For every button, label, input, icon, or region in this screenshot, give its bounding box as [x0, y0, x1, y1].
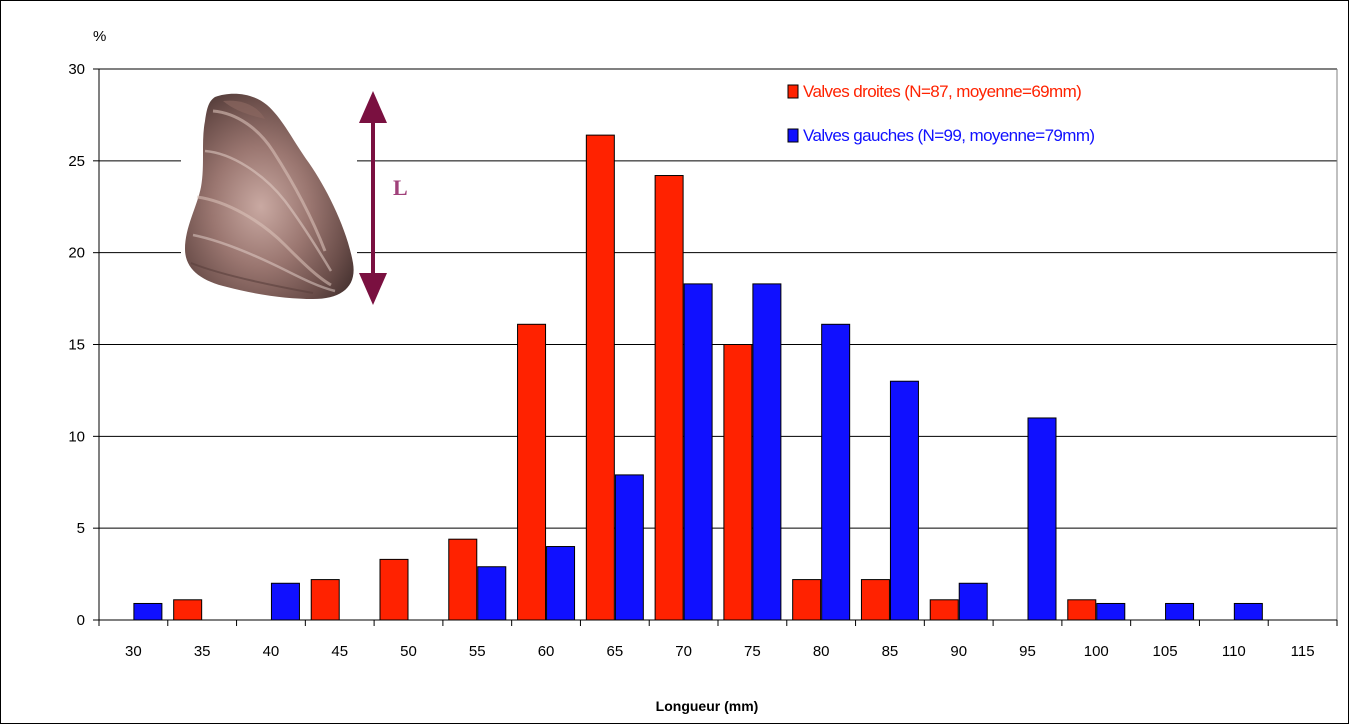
x-tick-label-40: 40 [263, 643, 280, 660]
x-tick-label-100: 100 [1084, 643, 1109, 660]
y-tick-label-10: 10 [68, 428, 85, 445]
y-tick-label-15: 15 [68, 337, 85, 354]
axes-layer: 0 5 10 15 20 25 30 30 35 40 45 50 55 60 65 70 75 80 85 90 95… [68, 61, 1338, 660]
x-tick-label-85: 85 [882, 643, 899, 660]
bar-droites-60 [517, 323, 547, 621]
length-label: L [393, 175, 408, 200]
x-tick-label-105: 105 [1153, 643, 1178, 660]
bar-droites-80 [792, 579, 822, 621]
bar-gauches-40 [270, 582, 300, 621]
length-arrow [359, 91, 387, 305]
x-axis-title: Longueur (mm) [656, 698, 759, 714]
bar-gauches-105 [1165, 602, 1195, 621]
y-tick-label-25: 25 [68, 153, 85, 170]
bar-gauches-85 [889, 380, 919, 621]
x-tick-label-65: 65 [606, 643, 623, 660]
length-arrow-head-top [359, 91, 387, 123]
bar-droites-50 [379, 558, 409, 621]
bar-droites-90 [929, 599, 959, 621]
x-tick-label-55: 55 [469, 643, 486, 660]
x-tick-label-110: 110 [1222, 643, 1246, 660]
bar-gauches-95 [1027, 417, 1057, 621]
bar-droites-70 [654, 175, 684, 621]
x-tick-label-90: 90 [950, 643, 967, 660]
bar-gauches-110 [1233, 602, 1263, 621]
bar-droites-75 [723, 344, 753, 621]
bar-droites-55 [448, 538, 478, 621]
x-tick-label-95: 95 [1019, 643, 1036, 660]
legend-swatch-valves-droites [787, 84, 799, 99]
x-tick-label-75: 75 [744, 643, 761, 660]
bar-gauches-75 [752, 283, 782, 621]
x-tick-label-35: 35 [194, 643, 211, 660]
bar-gauches-30 [133, 602, 163, 621]
legend-swatch-valves-gauches [787, 128, 799, 143]
y-tick-label-30: 30 [68, 61, 85, 78]
legend: Valves droites (N=87, moyenne=69mm) Valv… [787, 82, 1095, 145]
x-tick-label-50: 50 [400, 643, 417, 660]
y-tick-label-5: 5 [77, 520, 85, 537]
x-tick-label-70: 70 [675, 643, 692, 660]
bar-gauches-65 [614, 474, 644, 621]
bar-gauches-100 [1096, 602, 1126, 621]
bar-gauches-90 [958, 582, 988, 621]
y-tick-label-0: 0 [77, 612, 85, 629]
y-tick-label-20: 20 [68, 245, 85, 262]
x-tick-label-30: 30 [125, 643, 142, 660]
y-axis-unit-label: % [93, 28, 106, 45]
bar-gauches-70 [683, 283, 713, 621]
x-tick-label-60: 60 [538, 643, 555, 660]
legend-label-valves-gauches: Valves gauches (N=99, moyenne=79mm) [803, 126, 1094, 145]
bar-droites-100 [1067, 599, 1097, 621]
x-tick-label-115: 115 [1291, 643, 1315, 660]
legend-label-valves-droites: Valves droites (N=87, moyenne=69mm) [803, 82, 1081, 101]
bar-droites-85 [860, 579, 890, 621]
bar-gauches-80 [821, 323, 851, 621]
length-arrow-head-bottom [359, 273, 387, 305]
bar-droites-35 [173, 599, 203, 621]
bar-droites-45 [310, 579, 340, 621]
x-tick-label-80: 80 [813, 643, 830, 660]
bar-gauches-55 [477, 566, 507, 621]
bar-droites-65 [585, 134, 615, 621]
x-tick-label-45: 45 [331, 643, 348, 660]
oyster-shell-image [181, 89, 357, 303]
bar-gauches-60 [546, 546, 576, 621]
